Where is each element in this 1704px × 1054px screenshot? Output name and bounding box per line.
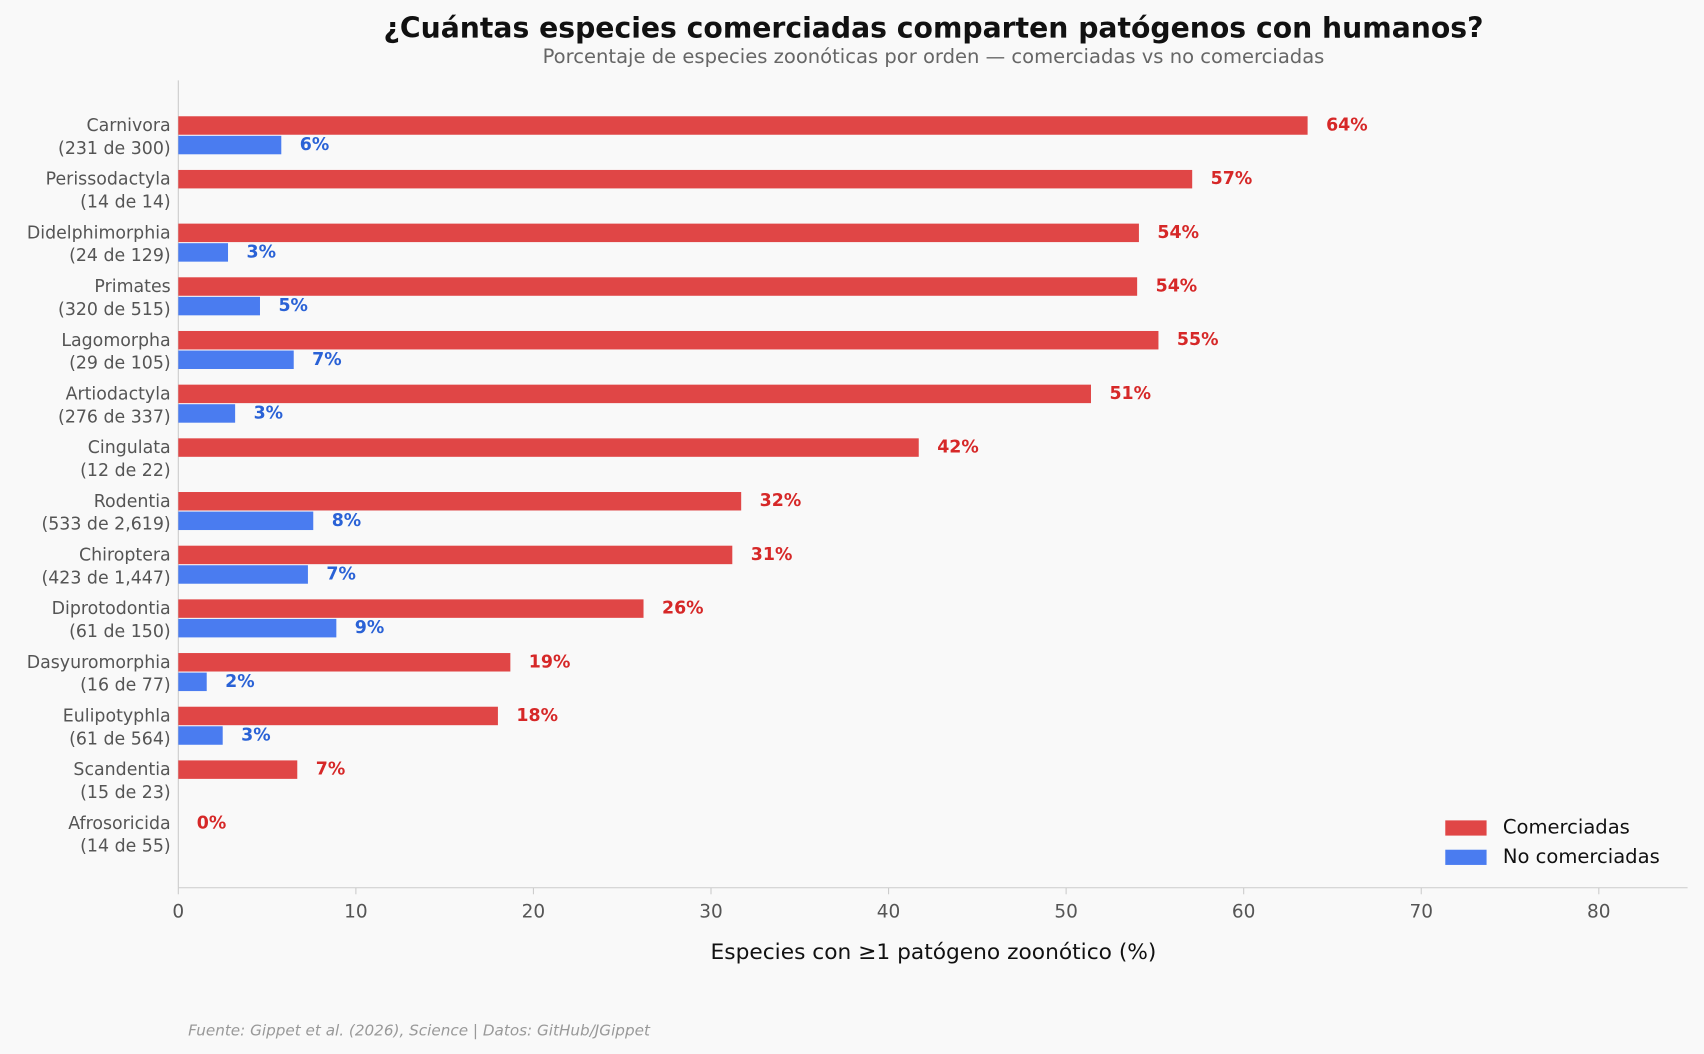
x-tick-label: 20 xyxy=(522,902,546,923)
y-tick-label: Dasyuromorphia xyxy=(27,653,171,673)
x-tick-label: 70 xyxy=(1409,902,1433,923)
value-label: 54% xyxy=(1156,277,1198,297)
y-tick-label: (276 de 337) xyxy=(58,407,171,427)
legend-swatch xyxy=(1445,849,1487,865)
value-label: 7% xyxy=(312,350,342,370)
value-label: 5% xyxy=(278,296,308,316)
bar xyxy=(178,243,229,262)
y-tick-label: Rodentia xyxy=(94,492,171,512)
y-tick-label: Carnivora xyxy=(87,116,171,136)
value-label: 2% xyxy=(225,672,255,692)
legend-label: No comerciadas xyxy=(1503,845,1660,868)
y-tick-label: Cingulata xyxy=(88,438,171,458)
value-label: 26% xyxy=(662,599,704,619)
y-tick-label: Eulipotyphla xyxy=(63,707,171,727)
value-label: 0% xyxy=(197,813,227,833)
x-tick-label: 0 xyxy=(172,902,184,923)
y-tick-label: Lagomorpha xyxy=(61,331,170,351)
x-tick-label: 60 xyxy=(1232,902,1256,923)
legend-label: Comerciadas xyxy=(1503,815,1630,838)
y-tick-label: (24 de 129) xyxy=(69,246,171,266)
bar xyxy=(178,169,1193,189)
value-label: 3% xyxy=(254,403,284,423)
value-label: 54% xyxy=(1157,223,1199,243)
y-tick-label: Afrosoricida xyxy=(68,814,171,834)
x-tick-label: 80 xyxy=(1587,902,1611,923)
value-label: 19% xyxy=(529,652,571,672)
x-tick-label: 50 xyxy=(1054,902,1078,923)
x-tick-label: 10 xyxy=(344,902,368,923)
y-tick-label: (61 de 564) xyxy=(69,729,171,749)
y-tick-label: (14 de 55) xyxy=(80,837,171,857)
y-tick-label: Primates xyxy=(94,277,170,297)
y-tick-label: Chiroptera xyxy=(79,545,171,565)
y-tick-label: (61 de 150) xyxy=(69,622,171,642)
bar xyxy=(178,277,1138,296)
value-label: 3% xyxy=(241,726,271,746)
y-tick-label: (423 de 1,447) xyxy=(41,568,170,588)
value-label: 57% xyxy=(1211,169,1253,189)
value-label: 8% xyxy=(332,511,362,531)
bar xyxy=(178,116,1308,135)
legend-swatch xyxy=(1445,820,1487,836)
bar xyxy=(178,618,337,638)
bar xyxy=(178,404,236,423)
y-tick-label: (16 de 77) xyxy=(80,676,171,696)
bar xyxy=(178,223,1139,243)
y-tick-label: (320 de 515) xyxy=(58,300,171,320)
x-tick-label: 30 xyxy=(699,902,723,923)
value-label: 64% xyxy=(1326,116,1368,136)
bar xyxy=(178,760,298,779)
x-axis-label: Especies con ≥1 patógeno zoonótico (%) xyxy=(711,940,1157,965)
y-tick-label: Diprotodontia xyxy=(52,599,171,619)
bar xyxy=(178,438,919,457)
chart-title: ¿Cuántas especies comerciadas comparten … xyxy=(383,11,1483,44)
bar xyxy=(178,653,511,672)
bar xyxy=(178,726,223,745)
value-label: 51% xyxy=(1109,384,1151,404)
y-tick-label: (12 de 22) xyxy=(80,461,171,481)
value-label: 3% xyxy=(246,242,276,262)
bar xyxy=(178,350,294,370)
y-tick-label: Scandentia xyxy=(73,760,170,780)
value-label: 7% xyxy=(316,760,346,780)
bar xyxy=(178,384,1091,404)
y-tick-label: (15 de 23) xyxy=(80,783,171,803)
y-tick-label: (14 de 14) xyxy=(80,193,171,213)
value-label: 7% xyxy=(326,564,356,584)
y-tick-label: (231 de 300) xyxy=(58,139,171,159)
bar xyxy=(178,599,644,618)
chart-subtitle: Porcentaje de especies zoonóticas por or… xyxy=(543,45,1325,68)
bar xyxy=(178,545,733,565)
y-tick-label: Artiodactyla xyxy=(66,384,171,404)
x-tick-label: 40 xyxy=(877,902,901,923)
bar xyxy=(178,706,498,726)
bar xyxy=(178,492,742,511)
bar xyxy=(178,511,314,531)
value-label: 6% xyxy=(300,135,330,155)
bar xyxy=(178,565,308,584)
value-label: 42% xyxy=(937,438,979,458)
bar xyxy=(178,135,282,155)
y-tick-label: (533 de 2,619) xyxy=(41,515,170,535)
y-tick-label: Perissodactyla xyxy=(46,170,171,190)
bar xyxy=(178,330,1159,350)
bar xyxy=(178,296,260,316)
source-note: Fuente: Gippet et al. (2026), Science | … xyxy=(188,1022,651,1040)
value-label: 31% xyxy=(751,545,793,565)
value-label: 55% xyxy=(1177,330,1219,350)
value-label: 32% xyxy=(760,491,802,511)
y-tick-label: Didelphimorphia xyxy=(27,223,171,243)
value-label: 18% xyxy=(516,706,558,726)
value-label: 9% xyxy=(355,618,385,638)
y-tick-label: (29 de 105) xyxy=(69,354,171,374)
bar xyxy=(178,672,207,692)
